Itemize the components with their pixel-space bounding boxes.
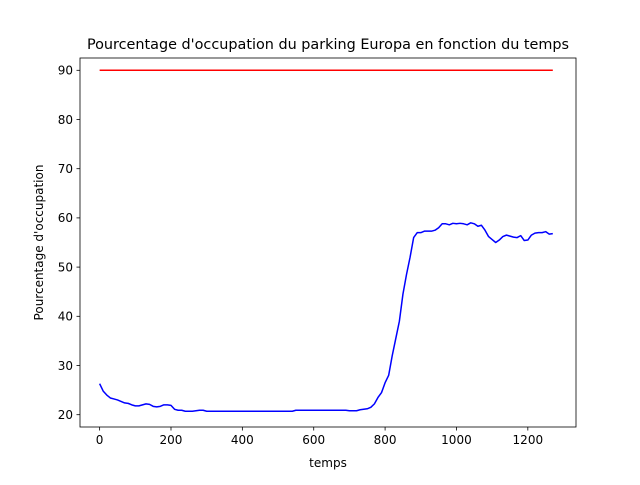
y-tick-label: 30 [58,359,73,373]
y-tick-label: 80 [58,113,73,127]
x-tick-label: 200 [160,433,183,447]
plot-area [98,69,553,413]
y-tick-label: 40 [58,310,73,324]
y-tick-label: 90 [58,64,73,78]
y-axis: 20 30 40 50 60 70 80 90 [58,64,80,422]
x-axis-label: temps [309,456,347,470]
chart-title: Pourcentage d'occupation du parking Euro… [87,37,569,53]
y-tick-label: 60 [58,211,73,225]
x-tick-label: 1000 [441,433,472,447]
y-tick-label: 20 [58,408,73,422]
y-axis-label: Pourcentage d'occupation [32,165,46,321]
x-axis: 0 200 400 600 800 1000 1200 [96,427,543,447]
x-tick-label: 1200 [513,433,544,447]
x-tick-label: 800 [374,433,397,447]
series-line-1 [98,222,553,413]
y-tick-label: 70 [58,162,73,176]
x-tick-label: 0 [96,433,104,447]
axes-frame [79,57,577,428]
y-tick-label: 50 [58,260,73,274]
x-tick-label: 600 [302,433,325,447]
x-tick-label: 400 [231,433,254,447]
